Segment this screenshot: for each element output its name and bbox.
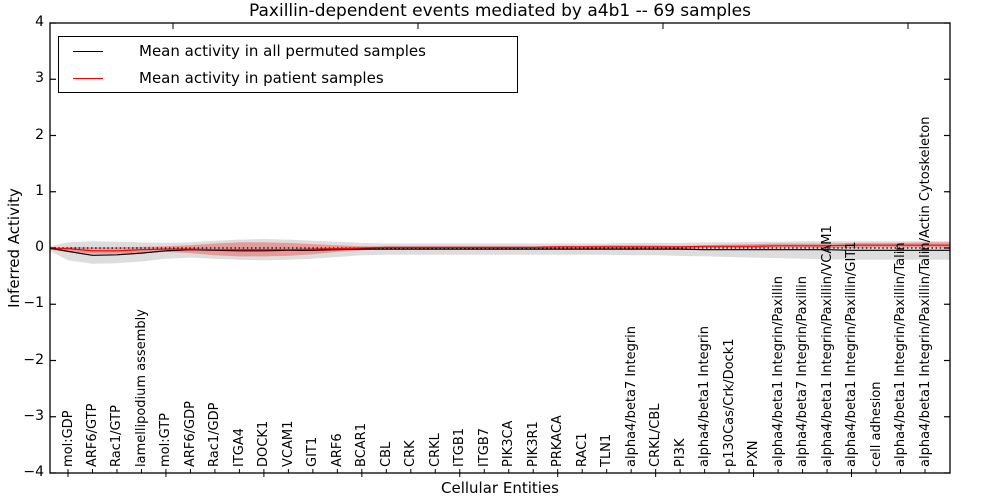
- x-tick-label: DOCK1: [256, 420, 272, 467]
- x-tick-label: CBL: [378, 441, 394, 467]
- y-tick-label: −3: [23, 407, 44, 424]
- x-tick-label: cell adhesion: [868, 381, 884, 467]
- y-tick-label: 2: [35, 126, 44, 143]
- x-tick-label: p130Cas/Crk/Dock1: [721, 338, 737, 467]
- y-tick-label: 0: [35, 239, 44, 255]
- x-tick-label: ARF6: [329, 433, 345, 467]
- x-tick-label: ITGB7: [476, 427, 492, 467]
- x-tick-label: alpha4/beta1 Integrin/Paxillin/VCAM1: [819, 225, 835, 467]
- chart-title: Paxillin-dependent events mediated by a4…: [249, 1, 751, 21]
- x-tick-label: ITGB1: [452, 427, 468, 467]
- x-axis-label: Cellular Entities: [441, 479, 559, 497]
- x-tick-label: PIK3CA: [501, 420, 517, 467]
- x-tick-label: lamellipodium assembly: [133, 309, 149, 467]
- x-tick-label: alpha4/beta1 Integrin/Paxillin: [770, 275, 786, 467]
- y-tick-label: 1: [35, 182, 44, 199]
- y-tick-label: −1: [23, 295, 44, 312]
- x-tick-label: alpha4/beta1 Integrin: [697, 325, 713, 467]
- legend-item-patient: Mean activity in patient samples: [59, 65, 517, 91]
- x-tick-label: ARF6/GDP: [182, 401, 198, 467]
- x-tick-label: PRKACA: [550, 415, 566, 467]
- legend-label-permuted: Mean activity in all permuted samples: [139, 42, 426, 60]
- x-tick-label: alpha4/beta1 Integrin/Paxillin/GIT1: [844, 241, 860, 467]
- x-tick-label: Rac1/GTP: [109, 405, 125, 467]
- x-tick-label: VCAM1: [280, 420, 296, 467]
- x-tick-label: alpha4/beta7 Integrin: [623, 325, 639, 467]
- x-tick-label: Rac1/GDP: [207, 402, 223, 467]
- patient-mean-line: [50, 244, 950, 252]
- x-tick-label: CRK: [403, 440, 419, 467]
- x-tick-label: BCAR1: [354, 423, 370, 467]
- legend: Mean activity in all permuted samples Me…: [58, 36, 518, 93]
- legend-label-patient: Mean activity in patient samples: [139, 69, 384, 87]
- x-tick-label: alpha4/beta7 Integrin/Paxillin: [795, 275, 811, 467]
- y-tick-label: 3: [35, 70, 44, 87]
- x-tick-label: alpha4/beta1 Integrin/Paxillin/Talin/Act…: [917, 116, 933, 467]
- x-tick-label: TLN1: [599, 433, 615, 467]
- x-tick-label: PI3K: [672, 438, 688, 467]
- x-tick-label: ARF6/GTP: [84, 403, 100, 467]
- x-tick-label: PXN: [746, 440, 762, 467]
- y-tick-label: −4: [23, 464, 44, 480]
- x-tick-label: mol:GTP: [158, 413, 174, 467]
- y-tick-label: −2: [23, 351, 44, 368]
- patient-line-swatch: [73, 77, 103, 79]
- permuted-confidence-band: [50, 239, 950, 264]
- x-tick-label: alpha4/beta1 Integrin/Paxillin/Talin: [893, 242, 908, 467]
- x-tick-label: mol:GDP: [60, 410, 76, 467]
- x-tick-label: CRKL: [427, 433, 443, 467]
- legend-item-permuted: Mean activity in all permuted samples: [59, 38, 517, 64]
- x-tick-label: GIT1: [305, 436, 321, 467]
- y-tick-label: 4: [35, 14, 44, 30]
- x-tick-label: CRKL/CBL: [648, 403, 664, 468]
- x-tick-label: ITGA4: [231, 427, 247, 467]
- x-tick-label: RAC1: [574, 432, 590, 467]
- permuted-line-swatch: [73, 50, 103, 52]
- x-tick-label: PIK3R1: [525, 421, 541, 467]
